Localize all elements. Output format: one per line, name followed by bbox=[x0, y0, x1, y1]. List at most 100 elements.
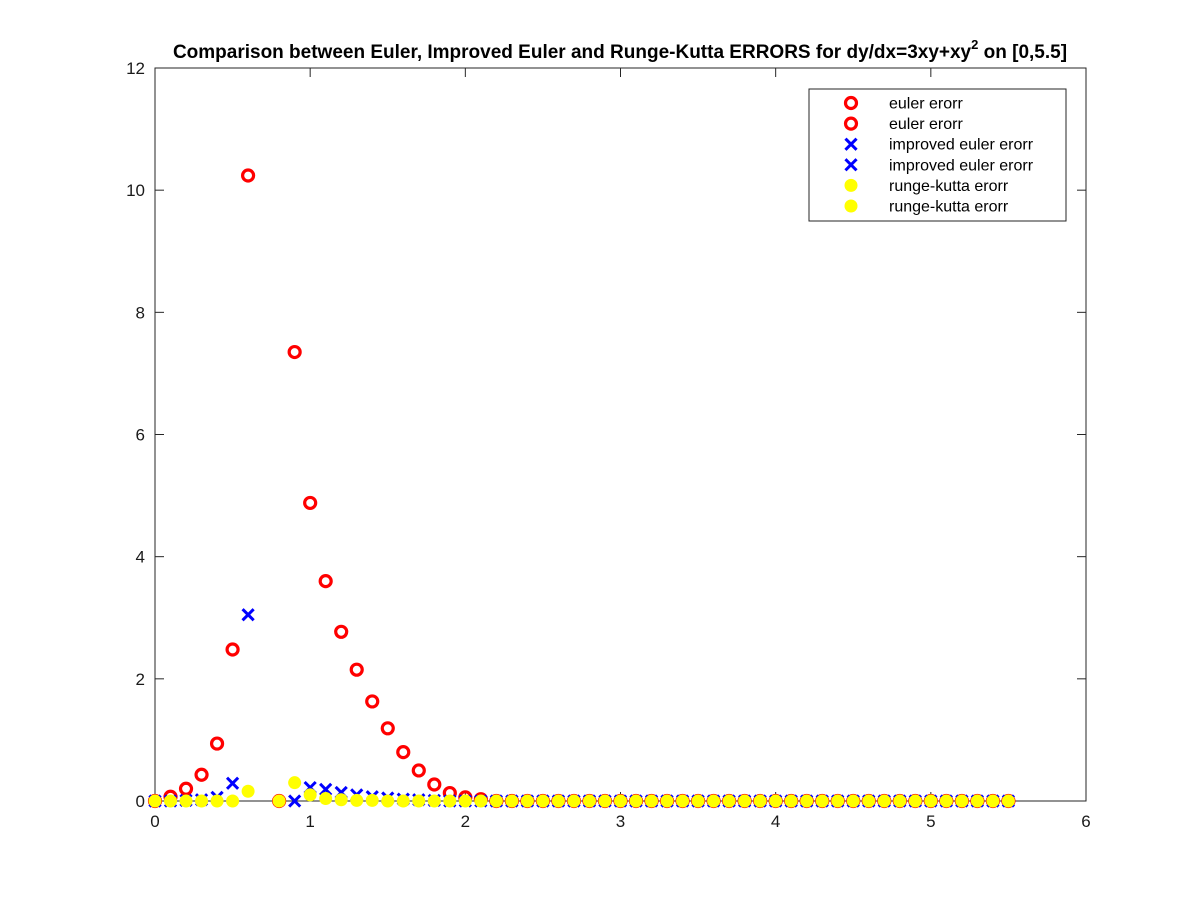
improved-euler-error-point bbox=[225, 776, 240, 790]
euler-error-point bbox=[287, 344, 302, 360]
runge-kutta-error-point bbox=[707, 794, 721, 808]
runge-kutta-error-point bbox=[738, 794, 752, 808]
runge-kutta-error-point bbox=[939, 794, 953, 808]
runge-kutta-error-point bbox=[769, 794, 783, 808]
legend-marker bbox=[844, 178, 858, 192]
y-tick-label: 2 bbox=[136, 670, 145, 689]
y-tick-label: 8 bbox=[136, 303, 145, 322]
y-tick-label: 6 bbox=[136, 426, 145, 445]
runge-kutta-error-point bbox=[645, 794, 659, 808]
legend-marker bbox=[844, 137, 858, 151]
runge-kutta-error-point bbox=[955, 794, 969, 808]
improved-euler-error-point bbox=[319, 782, 333, 797]
runge-kutta-error-point bbox=[598, 794, 612, 808]
euler-error-point bbox=[318, 573, 333, 589]
runge-kutta-error-point bbox=[489, 794, 503, 808]
euler-error-point bbox=[396, 745, 411, 760]
legend-marker bbox=[843, 95, 859, 111]
runge-kutta-error-point bbox=[784, 794, 798, 808]
runge-kutta-error-point bbox=[365, 793, 379, 807]
legend-box bbox=[808, 88, 1067, 222]
improved-euler-error-point bbox=[288, 794, 302, 808]
runge-kutta-error-point bbox=[303, 788, 317, 802]
legend-label: euler erorr bbox=[889, 96, 963, 113]
y-tick-label: 0 bbox=[136, 792, 145, 811]
x-tick-label: 2 bbox=[461, 812, 470, 831]
runge-kutta-error-point bbox=[396, 794, 410, 808]
runge-kutta-error-point bbox=[210, 794, 224, 808]
runge-kutta-error-point bbox=[862, 794, 876, 808]
runge-kutta-error-point bbox=[536, 794, 550, 808]
runge-kutta-error-point bbox=[660, 794, 674, 808]
runge-kutta-error-point bbox=[614, 794, 627, 808]
y-tick-label: 4 bbox=[136, 548, 145, 567]
runge-kutta-error-point bbox=[520, 794, 534, 808]
x-tick-label: 3 bbox=[616, 812, 625, 831]
runge-kutta-error-point bbox=[195, 794, 209, 808]
y-tick-label: 12 bbox=[126, 59, 145, 78]
euler-error-point bbox=[225, 642, 240, 657]
euler-error-point bbox=[349, 662, 364, 677]
runge-kutta-error-point bbox=[226, 794, 240, 808]
runge-kutta-error-point bbox=[582, 794, 596, 808]
x-tick-label: 1 bbox=[305, 812, 314, 831]
runge-kutta-error-point bbox=[924, 794, 938, 808]
runge-kutta-error-point bbox=[691, 794, 705, 808]
runge-kutta-error-point bbox=[1001, 794, 1015, 808]
runge-kutta-error-point bbox=[831, 794, 845, 808]
euler-error-point bbox=[427, 777, 442, 792]
runge-kutta-error-point bbox=[443, 794, 457, 808]
euler-error-point bbox=[334, 624, 349, 639]
legend-label: runge-kutta erorr bbox=[889, 178, 1009, 195]
runge-kutta-error-point bbox=[893, 794, 907, 808]
runge-kutta-error-point bbox=[815, 794, 829, 808]
runge-kutta-error-point bbox=[164, 794, 178, 808]
runge-kutta-error-point bbox=[505, 794, 519, 808]
legend-label: improved euler erorr bbox=[889, 157, 1034, 174]
runge-kutta-error-point bbox=[567, 794, 581, 808]
runge-kutta-error-point bbox=[319, 792, 333, 806]
x-tick-label: 6 bbox=[1081, 812, 1090, 831]
runge-kutta-error-point bbox=[427, 794, 441, 808]
data-marks bbox=[147, 168, 1016, 809]
improved-euler-error-point bbox=[241, 608, 255, 622]
chart-title-main: Comparison between Euler, Improved Euler… bbox=[173, 42, 972, 63]
runge-kutta-error-point bbox=[800, 794, 814, 808]
x-tick-label: 0 bbox=[150, 812, 159, 831]
runge-kutta-error-point bbox=[272, 794, 286, 808]
x-tick-label: 4 bbox=[771, 812, 780, 831]
runge-kutta-error-point bbox=[846, 794, 860, 808]
chart-title-superscript: 2 bbox=[971, 37, 978, 52]
runge-kutta-error-point bbox=[629, 794, 643, 808]
runge-kutta-error-point bbox=[350, 793, 364, 807]
runge-kutta-error-point bbox=[986, 794, 1000, 808]
legend-label: improved euler erorr bbox=[889, 137, 1034, 154]
euler-error-point bbox=[178, 781, 194, 796]
runge-kutta-error-point bbox=[877, 794, 891, 808]
runge-kutta-error-point bbox=[474, 794, 488, 808]
runge-kutta-error-point bbox=[722, 794, 736, 808]
runge-kutta-error-point bbox=[753, 794, 767, 808]
runge-kutta-error-point bbox=[458, 794, 472, 808]
legend: euler erorr euler erorr improved euler ero… bbox=[808, 88, 1067, 222]
runge-kutta-error-point bbox=[179, 794, 193, 808]
runge-kutta-error-point bbox=[412, 794, 426, 808]
runge-kutta-error-point bbox=[381, 794, 395, 808]
runge-kutta-error-point bbox=[676, 794, 690, 808]
euler-error-point bbox=[411, 763, 426, 778]
runge-kutta-error-point bbox=[241, 784, 255, 798]
y-tick-label: 10 bbox=[126, 181, 145, 200]
legend-items: euler erorr euler erorr improved euler ero… bbox=[843, 95, 1034, 216]
runge-kutta-error-point bbox=[551, 794, 565, 808]
euler-error-point bbox=[241, 168, 256, 183]
euler-error-point bbox=[365, 694, 380, 709]
legend-label: euler erorr bbox=[889, 116, 963, 133]
runge-kutta-error-point bbox=[970, 794, 984, 808]
euler-error-point bbox=[209, 736, 225, 751]
legend-marker bbox=[844, 158, 858, 172]
chart-title: Comparison between Euler, Improved Euler… bbox=[173, 37, 1067, 63]
runge-kutta-error-point bbox=[148, 794, 162, 808]
euler-error-point bbox=[303, 495, 318, 511]
series-runge-kutta-erorr bbox=[148, 776, 1015, 808]
